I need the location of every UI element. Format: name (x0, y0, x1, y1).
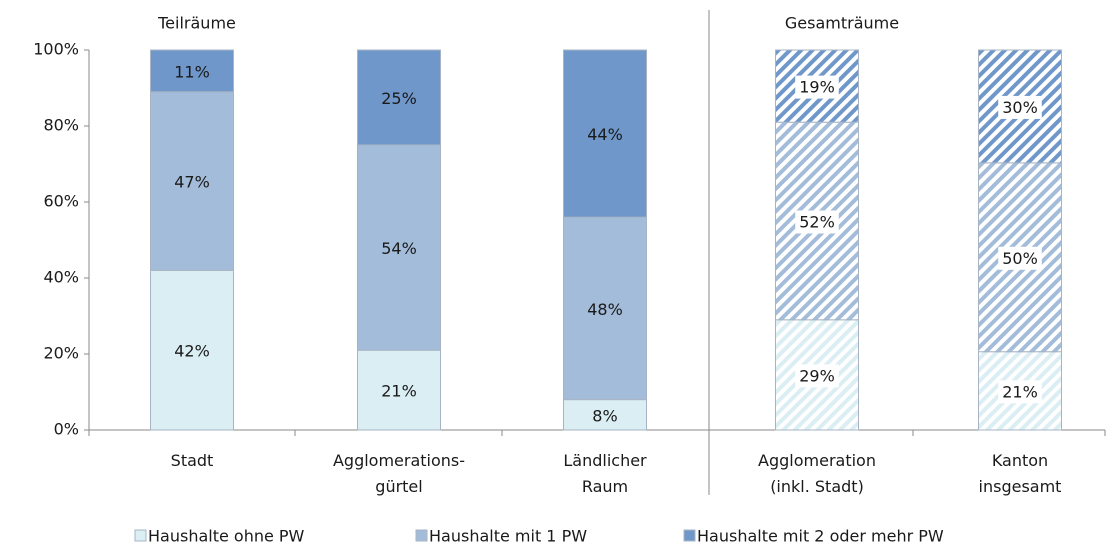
bar-segment (150, 49, 234, 93)
x-tick-label-line: Kanton (992, 451, 1048, 470)
y-tick-label: 80% (43, 116, 79, 135)
bar-segment (357, 349, 441, 431)
data-label-bg (795, 210, 839, 234)
data-label: 52% (799, 213, 835, 232)
bar-segment (563, 216, 647, 401)
x-tick-label: Agglomerations-gürtel (333, 451, 465, 496)
x-tick-label: Stadt (171, 451, 214, 470)
data-label: 8% (592, 406, 617, 425)
bar-segment (357, 49, 441, 146)
legend-swatch (415, 529, 428, 542)
y-tick-label: 20% (43, 344, 79, 363)
bar-segment (978, 49, 1062, 164)
x-tick-label: Ländlicher Raum (563, 451, 647, 496)
x-tick-label-line: insgesamt (979, 477, 1062, 496)
bar-segment (150, 269, 234, 431)
data-label-bg (998, 95, 1042, 119)
y-tick-label: 60% (43, 192, 79, 211)
x-tick-label: Kanton insgesamt (979, 451, 1062, 496)
x-tick-label-line: Agglomerations- (333, 451, 465, 470)
data-label: 48% (587, 300, 623, 319)
data-label: 44% (587, 125, 623, 144)
x-tick-label-line: (inkl. Stadt) (770, 477, 864, 496)
data-label: 11% (174, 62, 210, 81)
data-label: 19% (799, 78, 835, 97)
y-tick-label: 100% (33, 40, 79, 59)
bar-segment (775, 49, 859, 123)
data-label: 42% (174, 342, 210, 361)
data-label: 29% (799, 366, 835, 385)
bar-segment (563, 49, 647, 218)
data-label: 30% (1002, 98, 1038, 117)
data-label: 54% (381, 239, 417, 258)
legend-label: Haushalte mit 1 PW (429, 527, 587, 546)
data-label-bg (795, 364, 839, 388)
data-label-bg (998, 380, 1042, 404)
legend-swatch (134, 529, 147, 542)
legend-label: Haushalte ohne PW (148, 527, 305, 546)
data-label-bg (998, 246, 1042, 270)
group-label: Teilräume (157, 14, 236, 33)
legend-swatch (683, 529, 696, 542)
x-tick-label-line: gürtel (375, 477, 422, 496)
legend-label: Haushalte mit 2 oder mehr PW (697, 527, 944, 546)
data-label: 50% (1002, 249, 1038, 268)
data-label: 47% (174, 173, 210, 192)
x-tick-label-line: Ländlicher (563, 451, 647, 470)
bar-segment (150, 91, 234, 271)
data-label-bg (795, 75, 839, 99)
data-label: 21% (381, 382, 417, 401)
x-tick-label-line: Raum (582, 477, 628, 496)
data-label: 25% (381, 89, 417, 108)
data-label: 21% (1002, 382, 1038, 401)
y-tick-label: 0% (54, 420, 79, 439)
x-tick-label-line: Agglomeration (758, 451, 876, 470)
x-tick-label-line: Stadt (171, 451, 214, 470)
group-label: Gesamträume (785, 14, 899, 33)
y-tick-label: 40% (43, 268, 79, 287)
bar-segment (357, 144, 441, 351)
x-tick-label: Agglomeration (inkl. Stadt) (758, 451, 876, 496)
